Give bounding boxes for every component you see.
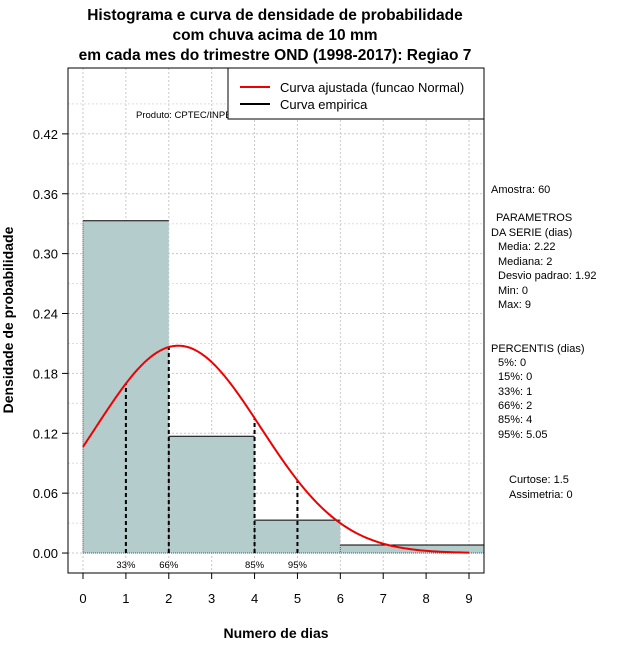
x-tick-label: 8 [422,591,429,606]
x-tick-label: 5 [294,591,301,606]
y-tick-label: 0.42 [33,127,58,142]
x-tick-label: 2 [165,591,172,606]
percentile-label: 33% [116,560,136,571]
param-mediana: Mediana: 2 [498,256,552,268]
percentil-66: 66%: 2 [498,400,532,412]
chart-title-line-1: Histograma e curva de densidade de proba… [87,7,463,24]
sample-size: Amostra: 60 [491,184,550,196]
x-tick-label: 4 [251,591,258,606]
x-axis-label: Numero de dias [223,625,328,641]
y-tick-label: 0.24 [33,307,58,322]
legend: Curva ajustada (funcao Normal) Curva emp… [227,67,485,120]
params-title-1: PARAMETROS [496,212,572,224]
y-tick-label: 0.12 [33,426,58,441]
param-min: Min: 0 [498,285,528,297]
legend-box [227,67,485,120]
param-max: Max: 9 [498,299,531,311]
x-tick-label: 6 [337,591,344,606]
y-axis-label: Densidade de probabilidade [0,226,16,413]
param-media: Media: 2.22 [498,241,555,253]
x-tick-label: 1 [122,591,129,606]
percentile-markers: 33% 66% 85% 95% [116,347,308,571]
y-tick-label: 0.30 [33,247,58,262]
percentil-15: 15%: 0 [498,371,532,383]
percentile-label: 95% [288,560,308,571]
x-tick-label: 3 [208,591,215,606]
params-title-2: DA SERIE (dias) [491,227,572,239]
producer-label: Produto: CPTEC/INPE [136,110,232,121]
percentil-33: 33%: 1 [498,386,532,398]
histogram-bar [83,220,169,554]
histogram-bars [82,220,484,554]
param-desvio: Desvio padrao: 1.92 [498,270,596,282]
y-tick-label: 0.36 [33,187,58,202]
percentil-5: 5%: 0 [498,357,526,369]
fitted-normal-curve [82,344,470,554]
histogram-bar [168,436,255,554]
x-axis: 0 1 2 3 4 5 6 7 8 9 [79,572,473,606]
chart-title-line-2: com chuva acima de 10 mm [172,27,377,44]
y-tick-label: 0.18 [33,366,58,381]
stats-panel: Amostra: 60 PARAMETROS DA SERIE (dias) M… [491,184,596,501]
x-tick-label: 9 [465,591,472,606]
x-tick-label: 7 [380,591,387,606]
x-tick-label: 0 [79,591,86,606]
y-tick-label: 0.06 [33,486,58,501]
kurtosis: Curtose: 1.5 [509,474,569,486]
y-tick-label: 0.00 [33,546,58,561]
percentile-label: 85% [245,560,265,571]
chart-title-line-3: em cada mes do trimestre OND (1998-2017)… [79,47,472,64]
legend-label-fitted: Curva ajustada (funcao Normal) [280,80,464,95]
fitted-curve-layer [82,344,470,554]
percentil-95: 95%: 5.05 [498,429,548,441]
y-axis: 0.00 0.06 0.12 0.18 0.24 0.30 0.36 0.42 [33,127,68,561]
percentis-title: PERCENTIS (dias) [491,343,585,355]
percentil-85: 85%: 4 [498,414,532,426]
legend-label-empirical: Curva empirica [280,97,368,112]
skewness: Assimetria: 0 [509,489,573,501]
percentile-label: 66% [159,560,179,571]
